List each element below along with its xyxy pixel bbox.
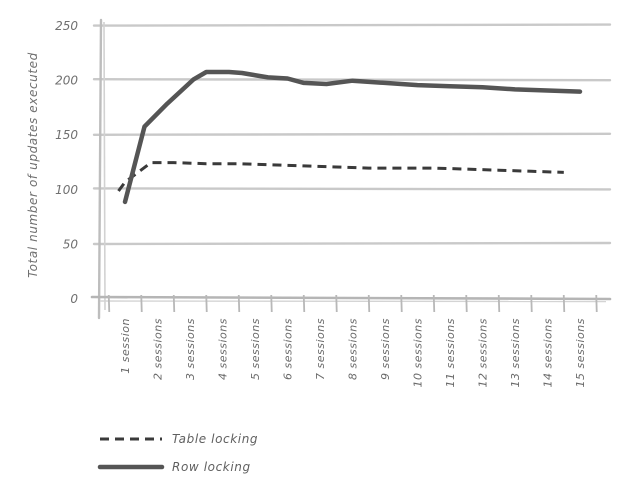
x-tick-mark	[432, 294, 436, 313]
x-tick-mark	[302, 294, 306, 313]
x-axis-line	[90, 295, 612, 301]
y-tick-label: 250	[55, 19, 78, 33]
grid-line	[92, 187, 612, 191]
x-tick-label: 12 sessions	[477, 318, 490, 387]
x-tick-mark	[595, 294, 598, 313]
x-tick-label: 2 sessions	[152, 318, 165, 380]
x-tick-mark	[530, 294, 533, 313]
x-tick-mark	[172, 294, 176, 313]
x-tick-mark	[140, 294, 143, 313]
x-tick-mark	[107, 294, 111, 313]
x-tick-label: 9 sessions	[379, 318, 392, 380]
x-tick-mark	[400, 294, 403, 313]
x-tick-mark	[205, 294, 208, 313]
x-tick-label: 13 sessions	[509, 318, 522, 387]
y-tick-label: 150	[55, 128, 78, 142]
x-axis-ticks: 1 session 2 sessions 3 sessions 4 sessions 5…	[107, 294, 598, 387]
series-line-row-locking	[122, 69, 583, 205]
x-tick-label: 6 sessions	[282, 318, 295, 380]
y-axis-line	[97, 18, 103, 320]
x-tick-label: 4 sessions	[217, 318, 230, 380]
x-axis-line-shadow	[99, 300, 607, 303]
x-tick-label: 10 sessions	[412, 318, 425, 387]
y-axis-label: Total number of updates executed	[26, 52, 40, 278]
x-tick-mark	[335, 294, 338, 313]
x-tick-mark	[270, 294, 273, 313]
x-tick-label: 15 sessions	[574, 318, 587, 387]
x-tick-label: 8 sessions	[347, 318, 360, 380]
x-tick-label: 7 sessions	[314, 318, 327, 380]
y-axis-ticks: 0 50 100 150 200 250	[55, 19, 78, 306]
legend: Table locking Row locking	[97, 432, 258, 474]
y-tick-label: 100	[55, 183, 78, 197]
x-tick-label: 5 sessions	[249, 318, 262, 380]
axes	[90, 18, 612, 320]
y-axis-line-shadow	[103, 21, 106, 311]
grid-line	[92, 241, 612, 246]
x-tick-mark	[367, 294, 371, 313]
x-tick-mark	[465, 294, 468, 313]
x-tick-label: 11 sessions	[444, 318, 457, 387]
y-tick-label: 200	[55, 74, 78, 88]
grid-line	[92, 132, 612, 137]
y-tick-label: 0	[70, 292, 78, 306]
y-tick-label: 50	[63, 237, 79, 251]
x-tick-label: 1 session	[119, 318, 132, 374]
x-tick-mark	[237, 294, 241, 313]
series-line-table-locking	[117, 161, 564, 192]
grid-lines	[92, 23, 612, 246]
series-lines	[117, 69, 583, 205]
grid-line	[92, 23, 612, 27]
x-tick-mark	[497, 294, 501, 313]
x-tick-mark	[562, 294, 566, 313]
x-tick-label: 3 sessions	[184, 318, 197, 380]
legend-label: Table locking	[172, 432, 258, 446]
x-tick-label: 14 sessions	[542, 318, 555, 387]
legend-label: Row locking	[172, 460, 251, 474]
